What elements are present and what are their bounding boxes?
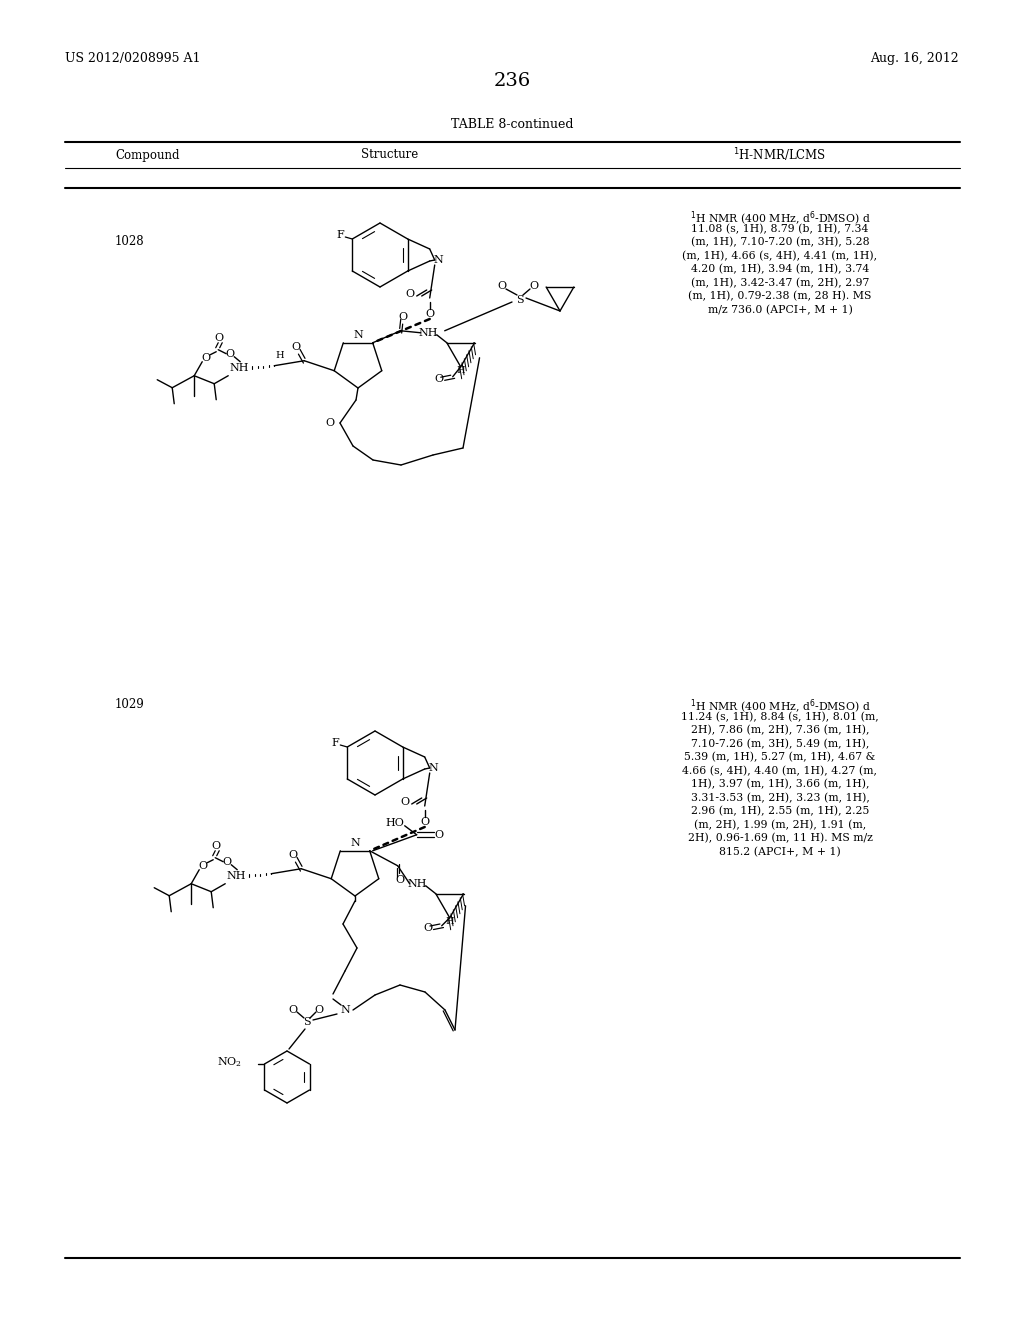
Text: N: N — [340, 1005, 350, 1015]
Text: 11.24 (s, 1H), 8.84 (s, 1H), 8.01 (m,: 11.24 (s, 1H), 8.84 (s, 1H), 8.01 (m, — [681, 711, 879, 722]
Text: N: N — [353, 330, 362, 339]
Text: S: S — [303, 1016, 311, 1027]
Text: O: O — [314, 1005, 324, 1015]
Text: Compound: Compound — [115, 149, 179, 161]
Text: O: O — [398, 312, 408, 322]
Text: 4.66 (s, 4H), 4.40 (m, 1H), 4.27 (m,: 4.66 (s, 4H), 4.40 (m, 1H), 4.27 (m, — [683, 766, 878, 776]
Text: (m, 1H), 7.10-7.20 (m, 3H), 5.28: (m, 1H), 7.10-7.20 (m, 3H), 5.28 — [690, 238, 869, 247]
Text: O: O — [289, 1005, 298, 1015]
Text: O: O — [326, 418, 335, 428]
Text: 1H), 3.97 (m, 1H), 3.66 (m, 1H),: 1H), 3.97 (m, 1H), 3.66 (m, 1H), — [691, 779, 869, 789]
Text: 2H), 0.96-1.69 (m, 11 H). MS m/z: 2H), 0.96-1.69 (m, 11 H). MS m/z — [687, 833, 872, 843]
Text: 1029: 1029 — [115, 698, 144, 711]
Text: O: O — [225, 348, 234, 359]
Text: $^1$H-NMR/LCMS: $^1$H-NMR/LCMS — [733, 147, 826, 164]
Text: 4.20 (m, 1H), 3.94 (m, 1H), 3.74: 4.20 (m, 1H), 3.94 (m, 1H), 3.74 — [691, 264, 869, 275]
Text: O: O — [420, 817, 429, 828]
Text: F: F — [337, 230, 344, 240]
Text: 236: 236 — [494, 73, 530, 90]
Text: NH: NH — [229, 363, 249, 372]
Text: 2.96 (m, 1H), 2.55 (m, 1H), 2.25: 2.96 (m, 1H), 2.55 (m, 1H), 2.25 — [691, 807, 869, 816]
Text: F: F — [332, 738, 339, 748]
Text: (m, 1H), 3.42-3.47 (m, 2H), 2.97: (m, 1H), 3.42-3.47 (m, 2H), 2.97 — [691, 277, 869, 288]
Text: O: O — [215, 333, 224, 343]
Text: O: O — [498, 281, 507, 290]
Text: H: H — [274, 351, 284, 360]
Text: O: O — [400, 797, 410, 807]
Text: NH: NH — [226, 871, 246, 880]
Text: O: O — [406, 289, 415, 300]
Text: N: N — [350, 838, 359, 847]
Text: $^1$H NMR (400 MHz, d$^6$-DMSO) d: $^1$H NMR (400 MHz, d$^6$-DMSO) d — [690, 698, 870, 717]
Text: H: H — [445, 917, 454, 927]
Text: O: O — [434, 374, 443, 384]
Text: 7.10-7.26 (m, 3H), 5.49 (m, 1H),: 7.10-7.26 (m, 3H), 5.49 (m, 1H), — [691, 738, 869, 748]
Text: N: N — [429, 763, 438, 774]
Text: NH: NH — [408, 879, 427, 888]
Text: TABLE 8-continued: TABLE 8-continued — [451, 117, 573, 131]
Text: NH: NH — [419, 327, 438, 338]
Text: 3.31-3.53 (m, 2H), 3.23 (m, 1H),: 3.31-3.53 (m, 2H), 3.23 (m, 1H), — [690, 792, 869, 803]
Text: O: O — [289, 850, 298, 859]
Text: 11.08 (s, 1H), 8.79 (b, 1H), 7.34: 11.08 (s, 1H), 8.79 (b, 1H), 7.34 — [691, 223, 868, 234]
Text: (m, 2H), 1.99 (m, 2H), 1.91 (m,: (m, 2H), 1.99 (m, 2H), 1.91 (m, — [694, 820, 866, 830]
Text: O: O — [425, 309, 434, 319]
Text: H: H — [457, 366, 465, 375]
Text: Aug. 16, 2012: Aug. 16, 2012 — [870, 51, 959, 65]
Text: N: N — [434, 255, 443, 265]
Text: 1028: 1028 — [115, 235, 144, 248]
Text: O: O — [222, 857, 231, 867]
Text: O: O — [202, 352, 211, 363]
Text: (m, 1H), 4.66 (s, 4H), 4.41 (m, 1H),: (m, 1H), 4.66 (s, 4H), 4.41 (m, 1H), — [682, 251, 878, 261]
Text: O: O — [292, 342, 301, 351]
Text: m/z 736.0 (APCI+, M + 1): m/z 736.0 (APCI+, M + 1) — [708, 305, 852, 315]
Text: S: S — [516, 294, 524, 305]
Text: O: O — [434, 830, 443, 840]
Text: $^1$H NMR (400 MHz, d$^6$-DMSO) d: $^1$H NMR (400 MHz, d$^6$-DMSO) d — [690, 210, 870, 228]
Text: 2H), 7.86 (m, 2H), 7.36 (m, 1H),: 2H), 7.86 (m, 2H), 7.36 (m, 1H), — [691, 725, 869, 735]
Text: 5.39 (m, 1H), 5.27 (m, 1H), 4.67 &: 5.39 (m, 1H), 5.27 (m, 1H), 4.67 & — [684, 752, 876, 763]
Text: O: O — [529, 281, 539, 290]
Text: Structure: Structure — [361, 149, 419, 161]
Text: US 2012/0208995 A1: US 2012/0208995 A1 — [65, 51, 201, 65]
Text: O: O — [395, 875, 404, 884]
Text: 815.2 (APCI+, M + 1): 815.2 (APCI+, M + 1) — [719, 846, 841, 857]
Text: O: O — [199, 861, 208, 871]
Text: O: O — [423, 923, 432, 933]
Text: HO: HO — [386, 818, 404, 828]
Text: O: O — [212, 841, 221, 850]
Text: $\mathregular{NO_2}$: $\mathregular{NO_2}$ — [217, 1055, 243, 1069]
Text: (m, 1H), 0.79-2.38 (m, 28 H). MS: (m, 1H), 0.79-2.38 (m, 28 H). MS — [688, 290, 871, 301]
